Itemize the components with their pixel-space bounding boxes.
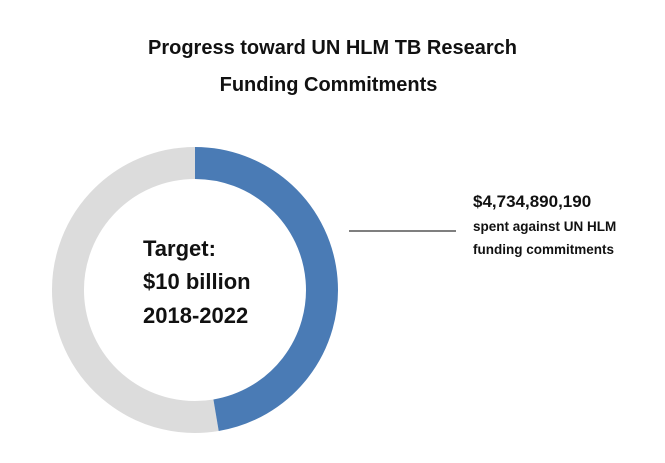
chart-title-line-2: Funding Commitments (219, 74, 438, 96)
target-amount: $10 billion (143, 269, 251, 294)
target-period: 2018-2022 (143, 303, 249, 328)
target-label: Target: (143, 236, 216, 261)
chart-title-line-1: Progress toward UN HLM TB Research (148, 37, 517, 59)
spent-description-line-2: funding commitments (473, 242, 614, 257)
spent-value-label: $4,734,890,190 (473, 192, 592, 211)
spent-description-line-1: spent against UN HLM (473, 219, 617, 234)
donut-slice-remaining (52, 147, 219, 433)
donut-slice-spent (194, 147, 338, 432)
